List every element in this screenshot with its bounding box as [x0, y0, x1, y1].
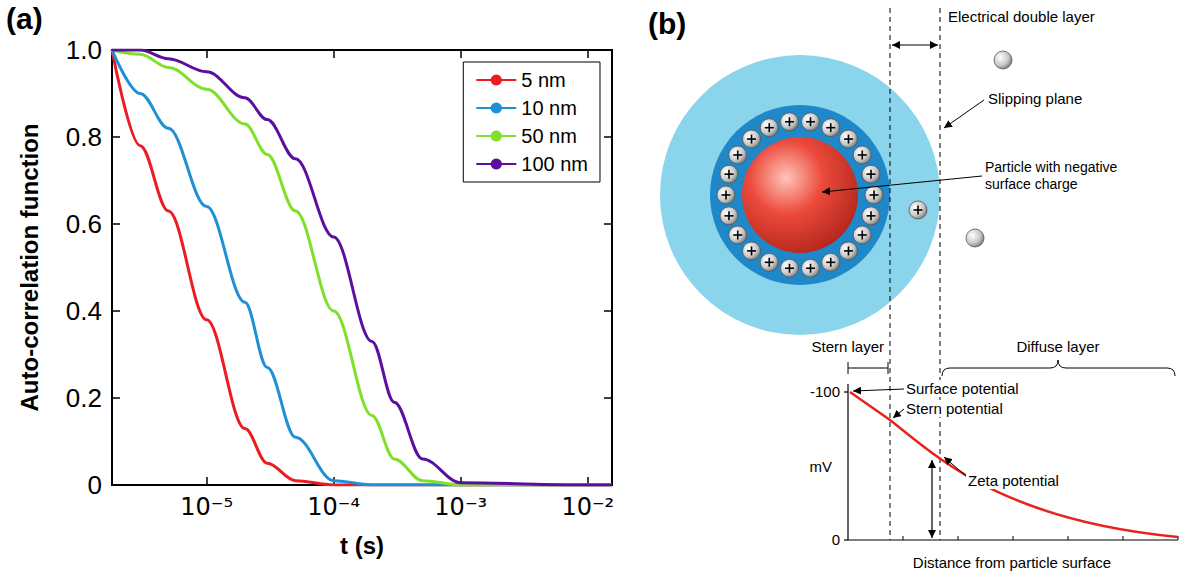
svg-text:10⁻⁵: 10⁻⁵: [180, 493, 233, 521]
svg-text:Stern potential: Stern potential: [906, 400, 1003, 417]
svg-text:-100: -100: [810, 383, 840, 400]
svg-text:5 nm: 5 nm: [521, 69, 565, 91]
svg-text:(b): (b): [648, 7, 686, 40]
svg-text:Auto-correlation function: Auto-correlation function: [16, 124, 43, 412]
svg-text:100 nm: 100 nm: [521, 153, 588, 175]
svg-text:10⁻⁴: 10⁻⁴: [307, 493, 360, 521]
svg-text:mV: mV: [810, 458, 833, 475]
svg-text:10⁻²: 10⁻²: [561, 493, 614, 521]
svg-text:0.8: 0.8: [66, 122, 102, 152]
html-text:(a): (a): [6, 2, 43, 35]
svg-text:10 nm: 10 nm: [521, 97, 577, 119]
svg-text:Diffuse layer: Diffuse layer: [1016, 338, 1099, 355]
svg-text:Particle with negative: Particle with negative: [985, 159, 1118, 175]
svg-text:0.2: 0.2: [66, 383, 102, 413]
svg-text:0.6: 0.6: [66, 209, 102, 239]
svg-text:surface charge: surface charge: [985, 176, 1078, 192]
svg-text:Zeta potential: Zeta potential: [968, 472, 1059, 489]
svg-text:Electrical double layer: Electrical double layer: [948, 8, 1095, 25]
svg-text:0: 0: [88, 470, 102, 500]
svg-text:Stern layer: Stern layer: [811, 338, 884, 355]
svg-text:Surface potential: Surface potential: [906, 380, 1019, 397]
svg-text:Distance from particle surface: Distance from particle surface: [913, 554, 1111, 571]
svg-text:50 nm: 50 nm: [521, 125, 577, 147]
svg-text:0: 0: [832, 531, 840, 548]
svg-text:0.4: 0.4: [66, 296, 102, 326]
svg-text:t (s): t (s): [340, 532, 384, 559]
svg-text:10⁻³: 10⁻³: [434, 493, 487, 521]
svg-text:Slipping plane: Slipping plane: [988, 90, 1082, 107]
svg-text:1.0: 1.0: [66, 35, 102, 65]
